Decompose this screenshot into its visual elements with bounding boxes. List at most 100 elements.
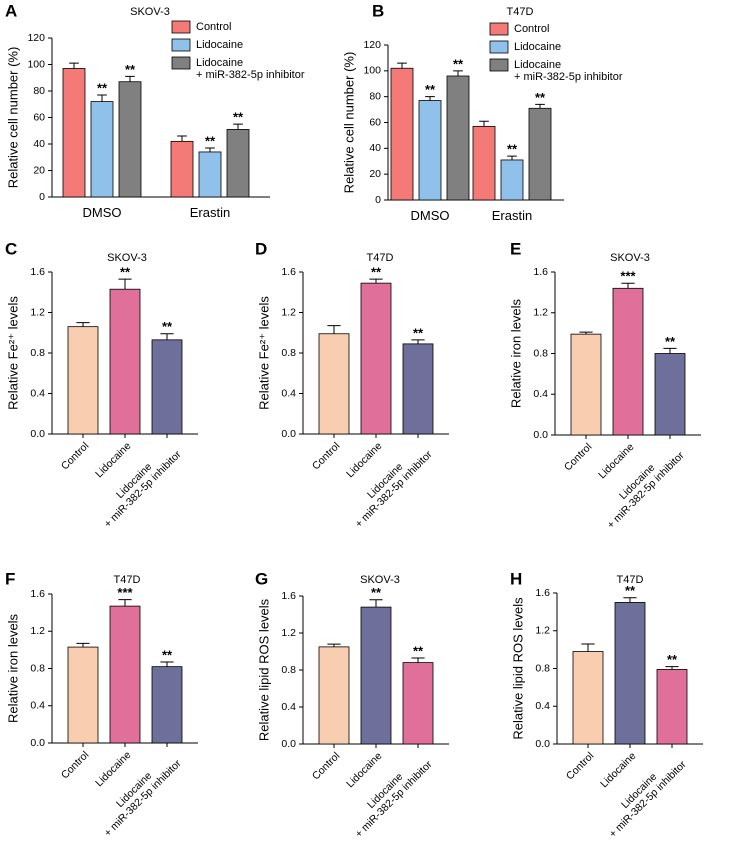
panel-letter: D <box>255 239 267 258</box>
y-axis-label: Relative cell number (%) <box>5 47 20 189</box>
panel-letter: G <box>255 569 268 588</box>
y-tick-label: 0.8 <box>533 347 548 359</box>
bar <box>612 287 644 436</box>
error-bar <box>205 147 215 152</box>
y-tick-label: 0.8 <box>30 347 45 359</box>
bar <box>570 333 602 436</box>
chart-title: SKOV-3 <box>610 252 650 264</box>
error-bar <box>125 75 135 82</box>
y-tick-label: 0.8 <box>535 662 550 674</box>
legend-label: Lidocaine <box>196 39 244 51</box>
error-bar <box>69 62 79 69</box>
y-axis-label: Relative cell number (%) <box>341 52 356 194</box>
y-tick-label: 1.6 <box>30 588 45 600</box>
significance: ** <box>665 334 676 349</box>
bar <box>67 326 99 435</box>
significance: ** <box>162 647 173 662</box>
panel-letter: F <box>5 569 15 588</box>
y-tick-label: 100 <box>363 65 381 77</box>
y-tick-label: 80 <box>33 85 45 97</box>
panel-letter: H <box>510 569 522 588</box>
error-bar <box>76 322 90 327</box>
legend-label: Lidocaine <box>514 41 562 53</box>
y-tick-label: 0.0 <box>535 738 550 750</box>
y-tick-label: 120 <box>363 39 381 51</box>
error-bar <box>665 666 679 670</box>
y-tick-label: 0.8 <box>30 662 45 674</box>
chart-title: T47D <box>114 574 141 586</box>
error-bar <box>479 120 489 127</box>
chart-title: T47D <box>507 6 534 18</box>
significance: ** <box>453 56 464 71</box>
y-tick-label: 40 <box>33 138 45 150</box>
bar <box>62 68 86 198</box>
bar <box>360 282 392 435</box>
error-bar <box>453 70 463 76</box>
y-tick-label: 0.4 <box>30 387 45 399</box>
chart-title: SKOV-3 <box>130 6 170 18</box>
y-tick-label: 40 <box>369 142 381 154</box>
bar <box>656 669 688 745</box>
y-tick-label: 0.4 <box>281 387 296 399</box>
y-tick-label: 0.0 <box>30 428 45 440</box>
error-bar <box>579 331 593 335</box>
y-tick-label: 20 <box>369 168 381 180</box>
error-bar <box>327 643 341 647</box>
x-tick-label: DMSO <box>82 205 122 220</box>
bar <box>318 646 350 745</box>
bar <box>90 101 114 198</box>
chart-title: SKOV-3 <box>360 574 400 586</box>
significance: *** <box>117 585 133 600</box>
significance: ** <box>120 265 131 280</box>
y-tick-label: 1.2 <box>535 625 550 637</box>
y-axis-label: Relative lipid ROS levels <box>256 598 271 741</box>
y-tick-label: 0.8 <box>281 664 296 676</box>
error-bar <box>397 62 407 69</box>
x-tick-label: Erastin <box>189 205 231 220</box>
error-bar <box>623 597 637 603</box>
y-tick-label: 1.6 <box>535 587 550 599</box>
bar <box>109 288 141 435</box>
legend-swatch <box>171 56 191 70</box>
error-bar <box>76 642 90 648</box>
y-tick-label: 1.6 <box>281 590 296 602</box>
bar <box>226 129 250 198</box>
y-tick-label: 120 <box>27 32 45 44</box>
y-tick-label: 0.4 <box>535 700 550 712</box>
bar <box>390 67 414 201</box>
legend-label: Control <box>514 23 550 35</box>
bar <box>118 81 142 198</box>
y-axis-label: Relative iron levels <box>508 298 523 408</box>
bar <box>198 151 222 198</box>
y-tick-label: 0.0 <box>533 429 548 441</box>
bar <box>614 602 646 745</box>
x-tick-label: Erastin <box>491 208 533 223</box>
significance: ** <box>625 583 636 598</box>
y-tick-label: 0.4 <box>533 388 548 400</box>
y-axis-label: Relative Fe²⁺ levels <box>256 296 271 410</box>
significance: ** <box>162 319 173 334</box>
chart-title: T47D <box>367 252 394 264</box>
y-tick-label: 80 <box>369 90 381 102</box>
significance: ** <box>425 82 436 97</box>
significance: ** <box>97 80 108 95</box>
panel-letter: E <box>510 239 521 258</box>
bar <box>318 333 350 435</box>
error-bar <box>411 657 425 663</box>
significance: ** <box>205 133 216 148</box>
y-tick-label: 0.0 <box>281 428 296 440</box>
panel-letter: B <box>372 1 384 20</box>
chart-title: T47D <box>617 574 644 586</box>
significance: *** <box>620 269 636 284</box>
y-tick-label: 1.2 <box>30 306 45 318</box>
bar <box>170 140 194 198</box>
error-bar <box>177 135 187 142</box>
y-tick-label: 0.8 <box>281 347 296 359</box>
x-tick-label: DMSO <box>410 208 450 223</box>
error-bar <box>425 96 435 101</box>
y-axis-label: Relative lipid ROS levels <box>510 597 525 740</box>
bar <box>528 107 552 201</box>
error-bar <box>535 103 545 109</box>
y-tick-label: 0.4 <box>30 700 45 712</box>
y-tick-label: 0 <box>39 191 45 203</box>
